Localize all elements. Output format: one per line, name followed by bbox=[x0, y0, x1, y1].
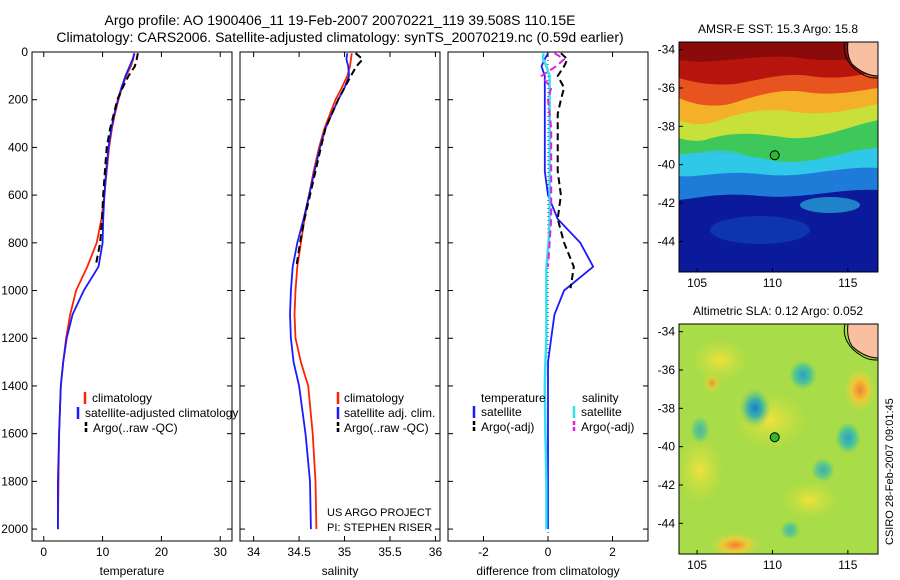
sst-map-ytick-label: -38 bbox=[658, 119, 676, 133]
difference-series-2 bbox=[556, 52, 575, 289]
depth-tick-label: 600 bbox=[8, 188, 28, 202]
legend-sal-satellite: satellite bbox=[581, 405, 622, 419]
sst-map-ytick-label: -34 bbox=[658, 43, 676, 57]
sla-map-xtick-label: 110 bbox=[763, 558, 782, 572]
sst-map-xtick-label: 105 bbox=[687, 276, 707, 290]
salinity-xtick-label: 35.5 bbox=[378, 545, 402, 559]
salinity-xtick-label: 36 bbox=[429, 545, 443, 559]
temperature-panel: 0 10 20 30 0 200 400 600 800 1000 1200 1400 1600 1800… bbox=[1, 45, 233, 578]
legend-temp-satellite: satellite bbox=[481, 405, 522, 419]
salinity-series-2 bbox=[295, 52, 364, 267]
sst-map-ytick-label: -42 bbox=[658, 196, 676, 210]
sst-map-xtick-label: 115 bbox=[838, 276, 857, 290]
difference-legend: temperature salinity satellite satellite… bbox=[472, 391, 634, 434]
legend-group-salinity: salinity bbox=[582, 391, 619, 405]
depth-tick-label: 1400 bbox=[1, 379, 28, 393]
legend-temp-argo: Argo(-adj) bbox=[481, 420, 534, 434]
sla-map-axes: 105 110 115 -34 -36 -38 -40 -42 -44 bbox=[658, 325, 858, 572]
sst-map-ytick-label: -36 bbox=[658, 81, 676, 95]
project-line1: US ARGO PROJECT bbox=[327, 507, 432, 519]
difference-series-3 bbox=[540, 52, 566, 267]
depth-tick-label: 200 bbox=[8, 93, 28, 107]
sla-map-ytick-label: -40 bbox=[658, 440, 676, 454]
sst-argo-marker bbox=[769, 150, 780, 161]
temperature-xlabel: temperature bbox=[100, 564, 165, 578]
depth-tick-label: 0 bbox=[21, 45, 28, 59]
credit-vertical: CSIRO 28-Feb-2007 09:01:45 bbox=[884, 398, 896, 545]
difference-series-1 bbox=[541, 53, 551, 530]
salinity-legend: climatology satellite adj. clim. Argo(..… bbox=[336, 391, 435, 435]
title-line1: Argo profile: AO 1900406_11 19-Feb-2007 … bbox=[105, 12, 576, 28]
depth-tick-label: 800 bbox=[8, 236, 28, 250]
difference-series-0 bbox=[540, 52, 595, 530]
legend-sal-climatology-label: climatology bbox=[344, 391, 404, 405]
salinity-xlabel: salinity bbox=[322, 564, 359, 578]
sst-map-ytick-label: -40 bbox=[658, 158, 676, 172]
legend-sal-argo-label: Argo(..raw -QC) bbox=[344, 421, 429, 435]
legend-satadj-label: satellite-adjusted climatology bbox=[85, 406, 238, 420]
sst-map: AMSR-E SST: 15.3 Argo: 15.8 105 110 115 -34… bbox=[658, 22, 879, 290]
sst-map-axes: 105 110 115 -34 -36 -38 -40 -42 -44 bbox=[658, 43, 858, 290]
depth-tick-label: 1600 bbox=[1, 427, 28, 441]
sla-map-ytick-label: -42 bbox=[658, 478, 676, 492]
sla-map-ytick-label: -36 bbox=[658, 363, 676, 377]
legend-group-temperature: temperature bbox=[481, 391, 546, 405]
sst-map-ytick-label: -44 bbox=[658, 234, 676, 248]
difference-xtick-label: -2 bbox=[478, 545, 489, 559]
difference-xtick-label: 0 bbox=[545, 545, 552, 559]
sst-map-title: AMSR-E SST: 15.3 Argo: 15.8 bbox=[698, 22, 858, 36]
temperature-plot-area bbox=[31, 51, 233, 542]
sla-map-ytick-label: -44 bbox=[658, 516, 676, 530]
sla-map-xtick-label: 115 bbox=[838, 558, 857, 572]
project-line2: PI: STEPHEN RISER bbox=[327, 522, 432, 534]
depth-tick-label: 1800 bbox=[1, 474, 28, 488]
depth-tick-label: 1200 bbox=[1, 331, 28, 345]
sla-map-ytick-label: -34 bbox=[658, 325, 676, 339]
temperature-xtick-label: 20 bbox=[155, 545, 169, 559]
depth-tick-label: 2000 bbox=[1, 522, 28, 536]
temperature-series-1 bbox=[57, 52, 136, 530]
legend-sal-argo: Argo(-adj) bbox=[581, 420, 634, 434]
legend-climatology-label: climatology bbox=[92, 391, 152, 405]
salinity-plot-area bbox=[239, 51, 441, 542]
sla-map-title: Altimetric SLA: 0.12 Argo: 0.052 bbox=[693, 304, 863, 318]
salinity-panel: 34 34.5 35 35.5 36 salinity bbox=[239, 51, 443, 578]
depth-tick-label: 400 bbox=[8, 140, 28, 154]
difference-xtick-label: 2 bbox=[609, 545, 616, 559]
temperature-xtick-label: 0 bbox=[40, 545, 47, 559]
temperature-xtick-label: 10 bbox=[96, 545, 110, 559]
sla-map: Altimetric SLA: 0.12 Argo: 0.052 105 110 1… bbox=[658, 304, 879, 572]
temperature-series-2 bbox=[94, 53, 139, 267]
sla-map-xtick-label: 105 bbox=[687, 558, 707, 572]
temperature-xtick-label: 30 bbox=[214, 545, 228, 559]
sla-map-ytick-label: -38 bbox=[658, 401, 676, 415]
sst-map-xtick-label: 110 bbox=[763, 276, 782, 290]
temperature-legend: climatology satellite-adjusted climatolo… bbox=[76, 391, 238, 435]
salinity-xtick-label: 35 bbox=[338, 545, 352, 559]
salinity-xtick-label: 34 bbox=[247, 545, 261, 559]
difference-xlabel: difference from climatology bbox=[476, 564, 619, 578]
legend-sal-satadj-label: satellite adj. clim. bbox=[344, 406, 435, 420]
depth-tick-label: 1000 bbox=[1, 284, 28, 298]
salinity-xtick-label: 34.5 bbox=[287, 545, 311, 559]
title-line2: Climatology: CARS2006. Satellite-adjuste… bbox=[56, 29, 623, 45]
sla-argo-marker bbox=[769, 432, 780, 443]
difference-panel: -2 0 2 difference from climatology bbox=[447, 51, 649, 578]
legend-argo-label: Argo(..raw -QC) bbox=[93, 421, 178, 435]
